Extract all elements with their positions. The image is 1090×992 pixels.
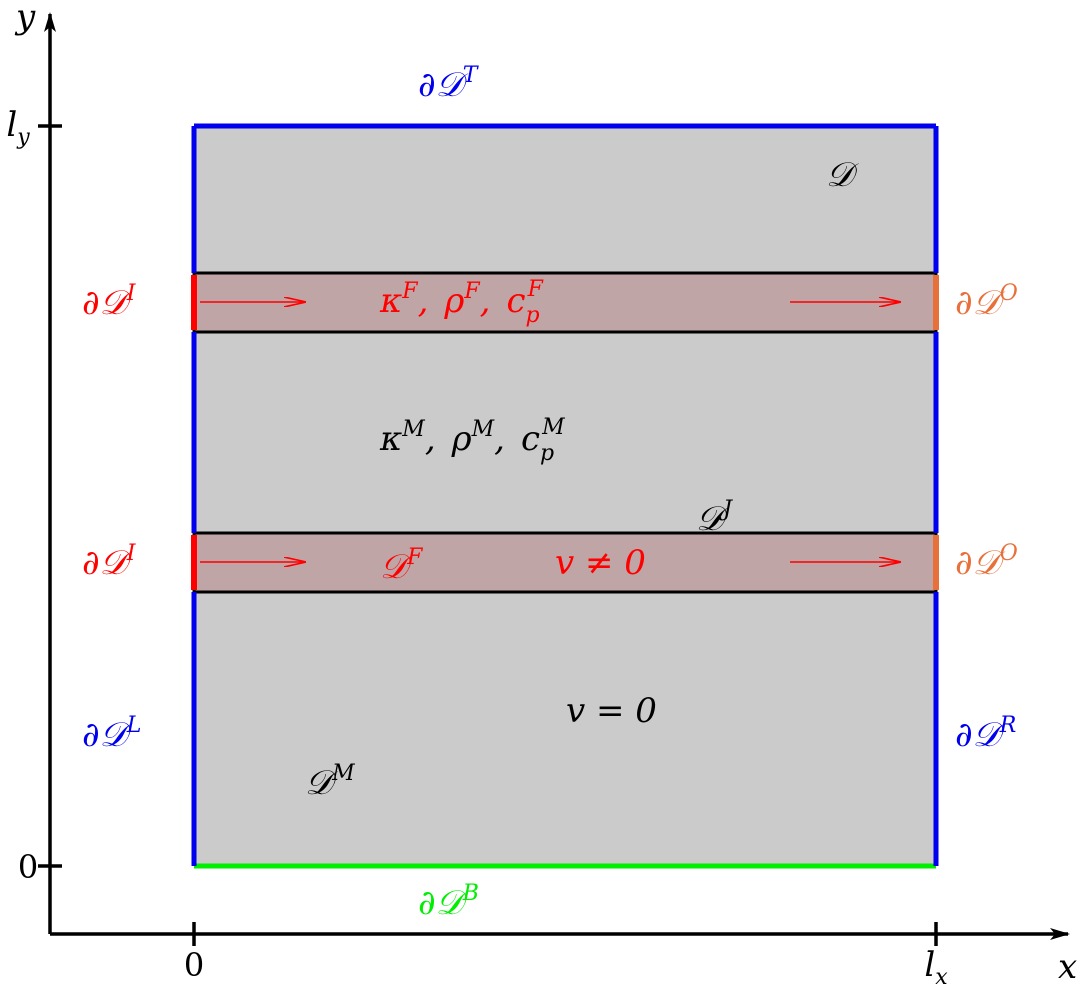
- label-velocity-fracture: v ≠ 0: [555, 543, 646, 583]
- label-boundary-right: ∂𝒟R: [955, 713, 1016, 755]
- x-axis-label: x: [1058, 947, 1077, 987]
- domain-region: [194, 126, 936, 866]
- label-inlet-lower: ∂𝒟I: [82, 541, 137, 583]
- y-tick-label-zero: 0: [18, 848, 38, 886]
- y-tick-label-ly: ly: [6, 105, 30, 150]
- label-outlet-upper: ∂𝒟O: [955, 281, 1018, 323]
- label-fracture-region: 𝒟F: [380, 545, 423, 587]
- label-boundary-left: ∂𝒟L: [82, 713, 141, 755]
- label-boundary-top: ∂𝒟T: [418, 63, 480, 105]
- label-fracture-properties: κF, ρF, cpF: [379, 277, 544, 328]
- label-inlet-upper: ∂𝒟I: [82, 281, 137, 323]
- x-tick-label-lx: lx: [924, 945, 948, 990]
- label-velocity-matrix: v = 0: [566, 691, 657, 731]
- label-boundary-bottom: ∂𝒟B: [418, 881, 479, 923]
- label-matrix-properties: κM, ρM, cpM: [379, 415, 565, 466]
- x-tick-label-zero: 0: [184, 946, 204, 984]
- y-axis-label: y: [14, 0, 36, 37]
- label-outlet-lower: ∂𝒟O: [955, 541, 1018, 583]
- label-junction: 𝒟J: [696, 497, 733, 539]
